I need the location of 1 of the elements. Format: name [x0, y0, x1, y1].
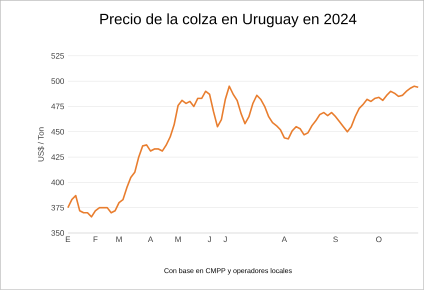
chart-title: Precio de la colza en Uruguay en 2024	[100, 13, 356, 28]
